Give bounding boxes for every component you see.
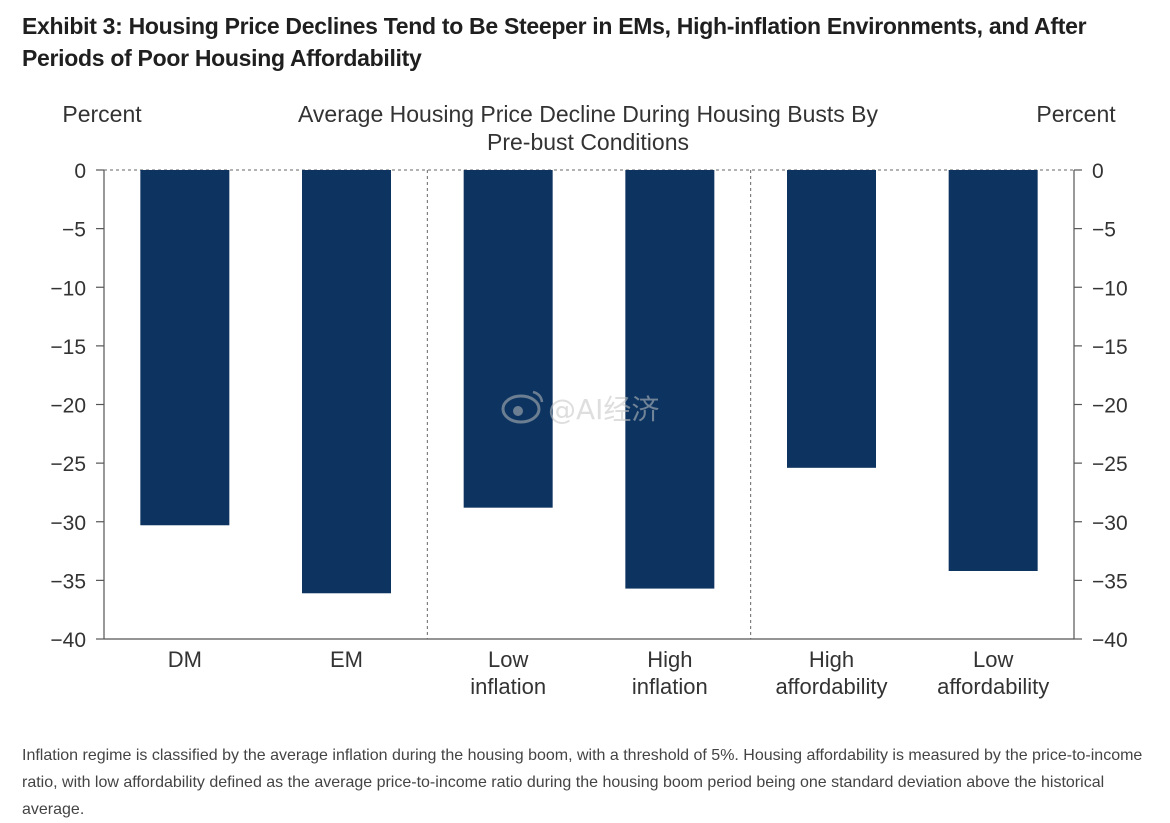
axis-ticks: 0 0 −5 −5 −10 −10 −15 −15 −20 −20 −25 −25 −30 −30 −35 −… bbox=[50, 160, 1127, 652]
y-tick-label-left: −40 bbox=[50, 629, 86, 652]
y-tick-label-right: −15 bbox=[1092, 336, 1128, 359]
y-tick-label-left: −35 bbox=[50, 570, 86, 593]
category-label: High bbox=[809, 647, 854, 672]
category-label: inflation bbox=[470, 674, 546, 699]
y-tick-label-left: −5 bbox=[62, 219, 86, 242]
y-tick-label-left: 0 bbox=[74, 160, 86, 183]
y-tick-label-right: −40 bbox=[1092, 629, 1128, 652]
category-label: High bbox=[647, 647, 692, 672]
y-tick-label-left: −15 bbox=[50, 336, 86, 359]
category-label: DM bbox=[168, 647, 202, 672]
category-labels: DM EM LowinflationHighinflationHighafforda… bbox=[168, 647, 1049, 699]
y-tick-label-right: −35 bbox=[1092, 570, 1128, 593]
category-label: inflation bbox=[632, 674, 708, 699]
y-axis-label-left: Percent bbox=[62, 101, 142, 127]
y-tick-label-left: −25 bbox=[50, 453, 86, 476]
category-label: affordability bbox=[937, 674, 1049, 699]
category-label: EM bbox=[330, 647, 363, 672]
chart-title-line: Pre-bust Conditions bbox=[487, 129, 689, 155]
chart-title-line: Average Housing Price Decline During Hou… bbox=[298, 101, 878, 127]
footnote: Inflation regime is classified by the av… bbox=[22, 747, 1143, 818]
bar bbox=[463, 170, 553, 508]
y-tick-label-right: −5 bbox=[1092, 219, 1116, 242]
bar bbox=[140, 170, 230, 526]
y-tick-label-left: −20 bbox=[50, 395, 86, 418]
exhibit-title: Exhibit 3: Housing Price Declines Tend t… bbox=[22, 13, 1087, 71]
category-label: Low bbox=[973, 647, 1013, 672]
chart-title: Average Housing Price Decline During Hou… bbox=[298, 101, 878, 155]
y-axis-label-right: Percent bbox=[1036, 101, 1116, 127]
category-label: Low bbox=[488, 647, 528, 672]
y-tick-label-right: 0 bbox=[1092, 160, 1104, 183]
y-tick-label-left: −30 bbox=[50, 512, 86, 535]
y-tick-label-right: −25 bbox=[1092, 453, 1128, 476]
bar bbox=[787, 170, 876, 468]
y-tick-label-right: −20 bbox=[1092, 395, 1128, 418]
y-tick-label-right: −30 bbox=[1092, 512, 1128, 535]
bar-series bbox=[140, 170, 1038, 594]
y-tick-label-right: −10 bbox=[1092, 277, 1128, 300]
y-tick-label-left: −10 bbox=[50, 277, 86, 300]
weibo-icon bbox=[501, 390, 544, 424]
bar bbox=[948, 170, 1038, 571]
watermark: @AI经济 bbox=[501, 390, 659, 426]
bar-chart: Average Housing Price Decline During Hou… bbox=[50, 101, 1127, 699]
bar bbox=[625, 170, 715, 589]
watermark-text: @AI经济 bbox=[548, 393, 659, 426]
bar bbox=[302, 170, 391, 594]
category-label: affordability bbox=[775, 674, 887, 699]
